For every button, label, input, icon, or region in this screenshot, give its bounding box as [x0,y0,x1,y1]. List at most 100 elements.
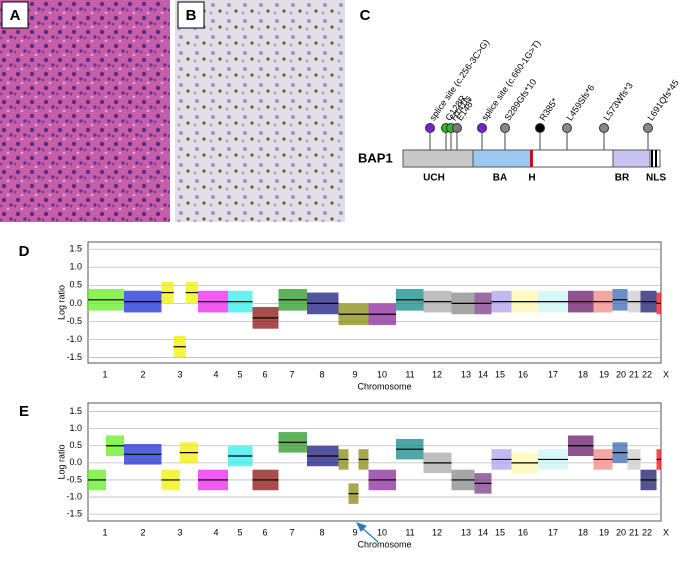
x-tick-label: 1 [102,369,107,379]
x-axis-label: Chromosome [357,539,411,549]
x-tick-label: 11 [405,369,414,379]
domain [651,150,653,167]
domain-label: BA [493,173,507,184]
plot-area [87,402,662,522]
x-tick-label: 3 [177,527,182,537]
x-tick-label: 5 [237,369,242,379]
x-tick-label: 11 [405,527,414,537]
x-tick-label: 9 [352,369,357,379]
x-tick-label: 10 [377,369,387,379]
x-tick-label: 10 [377,527,387,537]
lollipop-head [643,123,653,133]
x-tick-label: 4 [213,527,218,537]
y-tick-label: -1.5 [66,509,82,519]
he-image [0,0,170,222]
x-tick-label: 17 [548,527,558,537]
y-tick-label: 1.5 [69,406,82,416]
arrow [356,522,379,543]
domain [472,149,532,168]
x-tick-label: 2 [140,527,145,537]
x-axis-label: Chromosome [357,381,411,391]
domain [612,149,651,168]
label-box [177,1,205,29]
x-tick-label: 9 [352,527,357,537]
x-tick-label: 17 [548,369,558,379]
lollipop-head [500,123,510,133]
x-tick-label: X [663,369,669,379]
y-tick-label: 0.0 [69,457,82,467]
x-tick-label: 15 [495,369,505,379]
x-tick-label: 8 [319,369,324,379]
x-tick-label: 15 [495,527,505,537]
x-tick-label: 5 [237,527,242,537]
x-tick-label: 21 [629,369,639,379]
y-axis-label: Log ratio [56,444,66,479]
domain [530,150,533,167]
y-tick-label: -0.5 [66,316,82,326]
x-tick-label: 7 [289,527,294,537]
y-tick-label: 1.0 [69,423,82,433]
protein-name: BAP1 [358,150,393,165]
mutation-label: L691Qfs*45 [645,78,680,123]
x-tick-label: 20 [616,527,626,537]
x-tick-label: 19 [599,369,609,379]
y-tick-label: 1.5 [69,244,82,254]
x-tick-label: 16 [518,527,528,537]
y-tick-label: -1.0 [66,334,82,344]
y-tick-label: 0.0 [69,298,82,308]
x-tick-label: 12 [432,527,442,537]
domain-label: H [528,173,535,184]
mutation-label: R385* [537,96,560,123]
x-tick-label: 20 [616,369,626,379]
y-tick-label: 0.5 [69,440,82,450]
panel-label: A [10,7,21,24]
label-box [1,1,29,29]
y-tick-label: -0.5 [66,474,82,484]
panel-label: B [186,7,197,24]
domain [655,150,657,167]
domain-label: BR [615,173,630,184]
x-tick-label: 6 [262,369,267,379]
x-tick-label: 22 [642,369,652,379]
x-tick-label: 13 [461,527,471,537]
panel-label: D [19,243,30,260]
y-tick-label: -1.0 [66,491,82,501]
ihc-image [175,0,345,222]
x-tick-label: 16 [518,369,528,379]
x-tick-label: 21 [629,527,639,537]
x-tick-label: 7 [289,369,294,379]
x-tick-label: 19 [599,527,609,537]
domain-label: UCH [423,173,445,184]
y-tick-label: 0.5 [69,280,82,290]
lollipop-head [562,123,572,133]
mutation-label: L573Wfs*3 [601,81,634,123]
x-tick-label: 14 [478,369,488,379]
lollipop-head [477,123,487,133]
domain-label: NLS [646,173,666,184]
x-tick-label: 18 [578,527,588,537]
y-tick-label: 1.0 [69,262,82,272]
x-tick-label: 18 [578,369,588,379]
x-tick-label: 4 [213,369,218,379]
y-axis-label: Log ratio [56,285,66,320]
panel-label: E [19,403,29,420]
x-tick-label: 22 [642,527,652,537]
x-tick-label: 8 [319,527,324,537]
x-tick-label: X [663,527,669,537]
lollipop-head [535,123,545,133]
lollipop-head [599,123,609,133]
x-tick-label: 2 [140,369,145,379]
x-tick-label: 12 [432,369,442,379]
domain [402,149,474,168]
mutation-label: L459Sfs*6 [564,83,596,123]
lollipop-head [425,123,435,133]
lollipop-head [452,123,462,133]
y-tick-label: -1.5 [66,352,82,362]
panel-label: C [360,7,371,24]
x-tick-label: 14 [478,527,488,537]
x-tick-label: 13 [461,369,471,379]
x-tick-label: 1 [102,527,107,537]
x-tick-label: 3 [177,369,182,379]
